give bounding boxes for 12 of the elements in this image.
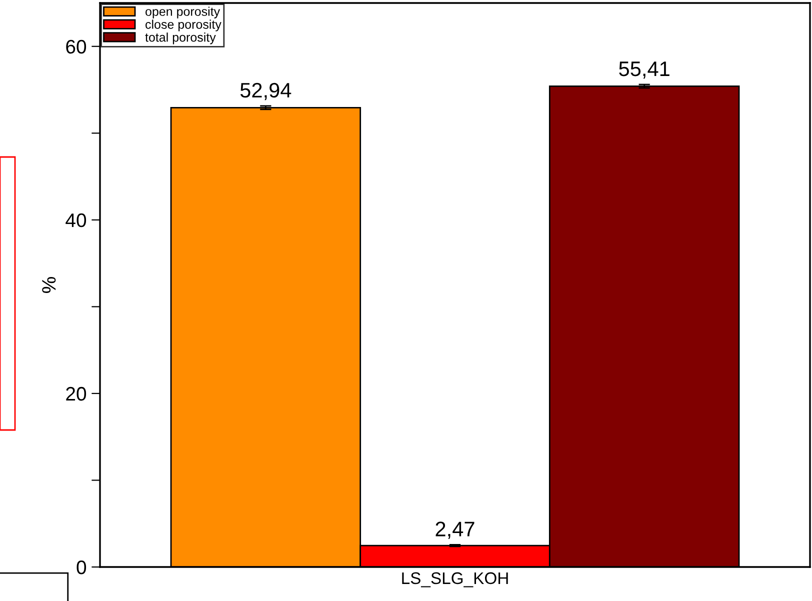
legend-label: close porosity (146, 20, 222, 32)
y-tick-label: 40 (66, 213, 86, 228)
y-axis-title: % (42, 277, 56, 293)
legend-label: total porosity (145, 32, 216, 44)
y-tick-label: 60 (66, 40, 86, 54)
data-label: 55,41 (619, 62, 670, 79)
y-tick-label: 20 (66, 386, 86, 401)
y-tick-label: 0 (76, 560, 86, 574)
legend-label: open porosity (146, 6, 220, 18)
data-label: 2,47 (436, 522, 474, 539)
x-tick-label: LS_SLG_KOH (402, 572, 508, 588)
data-label: 52,94 (240, 82, 292, 100)
